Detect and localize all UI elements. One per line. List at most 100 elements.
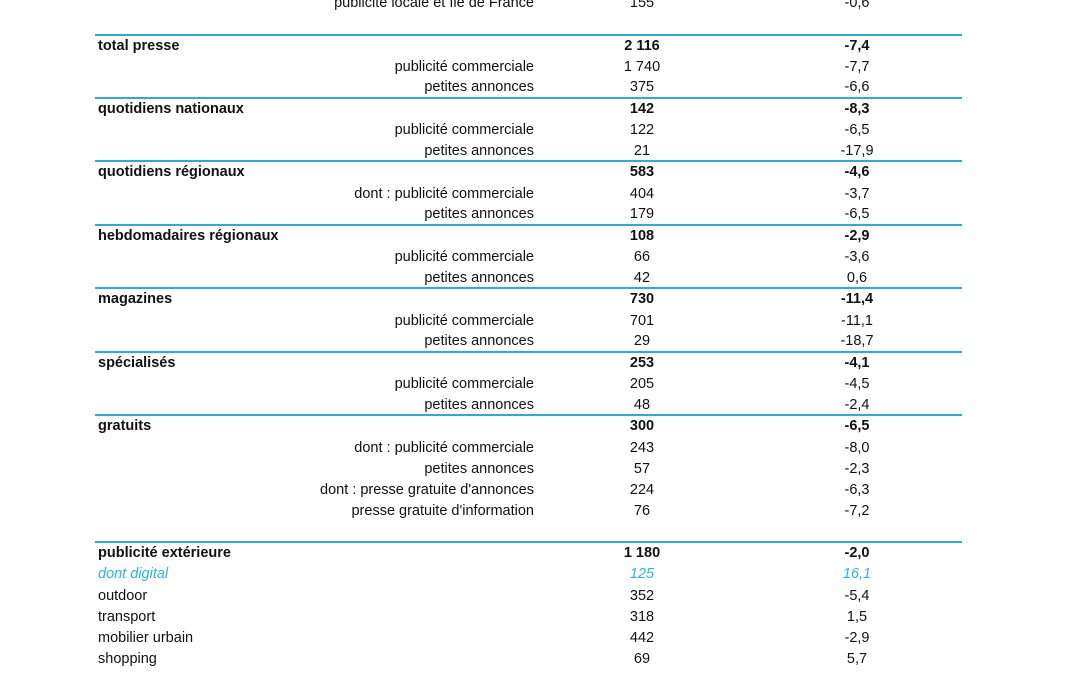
table-row: publicité commerciale 66 -3,6: [95, 247, 962, 268]
table-row: publicité commerciale 701 -11,1: [95, 311, 962, 332]
row-label: transport: [98, 609, 156, 625]
row-value: 318: [629, 609, 655, 625]
table-row: dont : publicité commerciale 404 -3,7: [95, 184, 962, 205]
row-value: 108: [629, 228, 655, 244]
row-value: 1 180: [623, 545, 661, 561]
row-label: publicité commerciale: [394, 59, 534, 75]
section-row: hebdomadaires régionaux 108 -2,9: [95, 224, 962, 247]
row-change: -2,9: [844, 630, 870, 646]
row-change: -2,3: [844, 461, 870, 477]
row-change: -6,5: [844, 122, 870, 138]
row-value: 404: [629, 186, 655, 202]
row-value: 701: [629, 313, 655, 329]
table-row: mobilier urbain 442 -2,9: [95, 628, 962, 649]
row-change: -11,1: [841, 313, 873, 329]
row-label: publicité extérieure: [98, 545, 231, 561]
row-value: 730: [629, 291, 655, 307]
table-row: petites annonces 375 -6,6: [95, 77, 962, 98]
row-change: -17,9: [840, 143, 874, 159]
row-label: shopping: [98, 651, 157, 667]
row-value: 69: [633, 651, 651, 667]
row-change: 1,5: [846, 609, 868, 625]
row-change: -18,7: [840, 333, 874, 349]
table-row: publicité commerciale 122 -6,5: [95, 120, 962, 141]
row-label: hebdomadaires régionaux: [98, 228, 279, 244]
row-label: presse gratuite d'information: [351, 503, 534, 519]
row-value: 42: [633, 270, 651, 286]
table-row: dont : presse gratuite d'annonces 224 -6,3: [95, 480, 962, 501]
table-row: petites annonces 179 -6,5: [95, 204, 962, 225]
row-value: 155: [629, 0, 655, 11]
row-label: magazines: [98, 291, 173, 307]
row-label: petites annonces: [424, 206, 534, 222]
row-label: mobilier urbain: [98, 630, 194, 646]
row-change: -2,9: [844, 228, 870, 244]
row-change: -2,0: [844, 545, 870, 561]
section-row: publicité extérieure 1 180 -2,0: [95, 541, 962, 564]
row-value: 583: [629, 164, 655, 180]
row-label: publicité commerciale: [394, 376, 534, 392]
row-label: dont : publicité commerciale: [354, 186, 534, 202]
table-row: shopping 69 5,7: [95, 649, 962, 670]
row-change: -7,4: [844, 38, 870, 54]
row-label: publicité commerciale: [394, 313, 534, 329]
row-value: 29: [633, 333, 651, 349]
row-value: 1 740: [623, 59, 661, 75]
section-row: spécialisés 253 -4,1: [95, 351, 962, 374]
row-value: 125: [629, 566, 655, 582]
table-row: publicité commerciale 1 740 -7,7: [95, 57, 962, 78]
row-value: 76: [633, 503, 651, 519]
row-value: 57: [633, 461, 651, 477]
row-change: -7,7: [844, 59, 870, 75]
section-row: gratuits 300 -6,5: [95, 414, 962, 437]
table-row: presse gratuite d'information 76 -7,2: [95, 501, 962, 522]
row-change: -8,0: [844, 440, 870, 456]
row-change: -5,4: [844, 588, 870, 604]
section-row: magazines 730 -11,4: [95, 287, 962, 310]
table-row: petites annonces 21 -17,9: [95, 141, 962, 162]
table-row: petites annonces 42 0,6: [95, 268, 962, 289]
table-row: dont digital 125 16,1: [95, 564, 962, 585]
row-label: dont : publicité commerciale: [354, 440, 534, 456]
row-change: -0,6: [844, 0, 870, 11]
row-label: petites annonces: [424, 461, 534, 477]
row-change: 5,7: [846, 651, 868, 667]
table-row: publicité locale et Ile de France 155 -0,6: [95, 0, 962, 14]
section-row: quotidiens régionaux 583 -4,6: [95, 160, 962, 183]
row-value: 253: [629, 355, 655, 371]
row-value: 122: [629, 122, 655, 138]
row-label: quotidiens nationaux: [98, 101, 244, 117]
row-change: -2,4: [844, 397, 870, 413]
row-change: -6,3: [844, 482, 870, 498]
row-value: 224: [629, 482, 655, 498]
row-label: dont : presse gratuite d'annonces: [320, 482, 534, 498]
table-row: petites annonces 29 -18,7: [95, 331, 962, 352]
row-label: total presse: [98, 38, 180, 54]
row-label: petites annonces: [424, 397, 534, 413]
table-row: petites annonces 48 -2,4: [95, 395, 962, 416]
row-value: 48: [633, 397, 651, 413]
row-value: 442: [629, 630, 655, 646]
row-label: publicité locale et Ile de France: [334, 0, 534, 11]
row-label: dont digital: [98, 566, 169, 582]
row-label: publicité commerciale: [394, 249, 534, 265]
section-row: quotidiens nationaux 142 -8,3: [95, 97, 962, 120]
section-row: total presse 2 116 -7,4: [95, 34, 962, 57]
row-label: spécialisés: [98, 355, 176, 371]
row-label: petites annonces: [424, 333, 534, 349]
row-value: 179: [629, 206, 655, 222]
row-value: 375: [629, 79, 655, 95]
row-value: 2 116: [624, 38, 660, 54]
table-row: petites annonces 57 -2,3: [95, 459, 962, 480]
row-change: -8,3: [844, 101, 870, 117]
row-value: 205: [629, 376, 655, 392]
row-label: petites annonces: [424, 143, 534, 159]
table-row: publicité commerciale 205 -4,5: [95, 374, 962, 395]
row-change: 16,1: [842, 566, 872, 582]
row-value: 142: [629, 101, 655, 117]
row-change: -6,6: [844, 79, 870, 95]
table-row: outdoor 352 -5,4: [95, 586, 962, 607]
row-change: 0,6: [846, 270, 868, 286]
table-row: dont : publicité commerciale 243 -8,0: [95, 438, 962, 459]
row-value: 66: [633, 249, 651, 265]
